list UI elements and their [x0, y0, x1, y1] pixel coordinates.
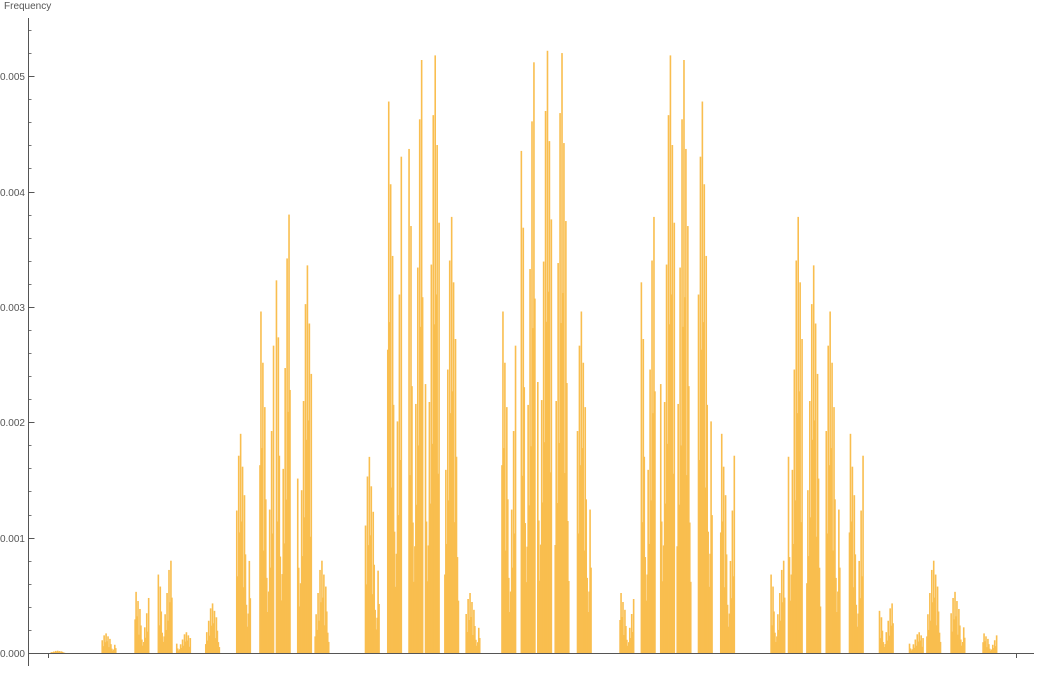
histogram-bar	[115, 648, 117, 653]
y-tick-label: 0.005	[0, 72, 25, 83]
histogram-bar	[940, 642, 942, 653]
histogram-bar	[551, 219, 553, 653]
histogram-bar	[839, 568, 841, 653]
y-tick-label: 0.003	[0, 303, 25, 314]
histogram-bar	[964, 638, 966, 653]
y-tick-label: 0.001	[0, 534, 25, 545]
histogram-bar	[378, 604, 380, 653]
histogram-bar	[250, 598, 252, 653]
histogram-bar	[674, 223, 676, 653]
histogram-bar	[568, 581, 570, 653]
histogram-bar	[633, 599, 635, 653]
histogram-bar	[654, 391, 656, 653]
histogram-bar	[515, 346, 517, 653]
histogram-bar	[534, 299, 536, 653]
histogram-bar	[734, 456, 736, 653]
bars-layer	[50, 51, 997, 653]
histogram-bar	[438, 223, 440, 653]
y-tick-label: 0.000	[0, 649, 25, 660]
histogram-bar	[784, 598, 786, 653]
histogram-bar	[690, 582, 692, 653]
y-tick-label: 0.004	[0, 188, 25, 199]
histogram-bar	[422, 297, 424, 653]
histogram-bar	[862, 456, 864, 653]
histogram-bar	[711, 515, 713, 653]
histogram-bar	[479, 638, 481, 653]
histogram-bar	[820, 606, 822, 653]
histogram-bar	[401, 157, 403, 653]
histogram-bar	[801, 339, 803, 653]
histogram-bar	[458, 601, 460, 653]
axes-layer: Frequency	[4, 1, 1034, 666]
histogram-bar	[190, 638, 192, 653]
histogram-bar	[273, 346, 275, 653]
histogram-bar	[328, 642, 330, 653]
histogram-bar	[922, 638, 924, 653]
histogram-bar	[311, 374, 313, 653]
histogram-bar	[219, 647, 221, 653]
histogram-bar	[289, 390, 291, 653]
histogram-bar	[171, 598, 173, 653]
histogram-bar	[996, 635, 998, 653]
y-tick-label: 0.002	[0, 418, 25, 429]
histogram-bar	[148, 598, 150, 653]
y-axis-label: Frequency	[4, 1, 51, 12]
histogram-bar	[892, 623, 894, 653]
histogram-bar	[590, 568, 592, 653]
